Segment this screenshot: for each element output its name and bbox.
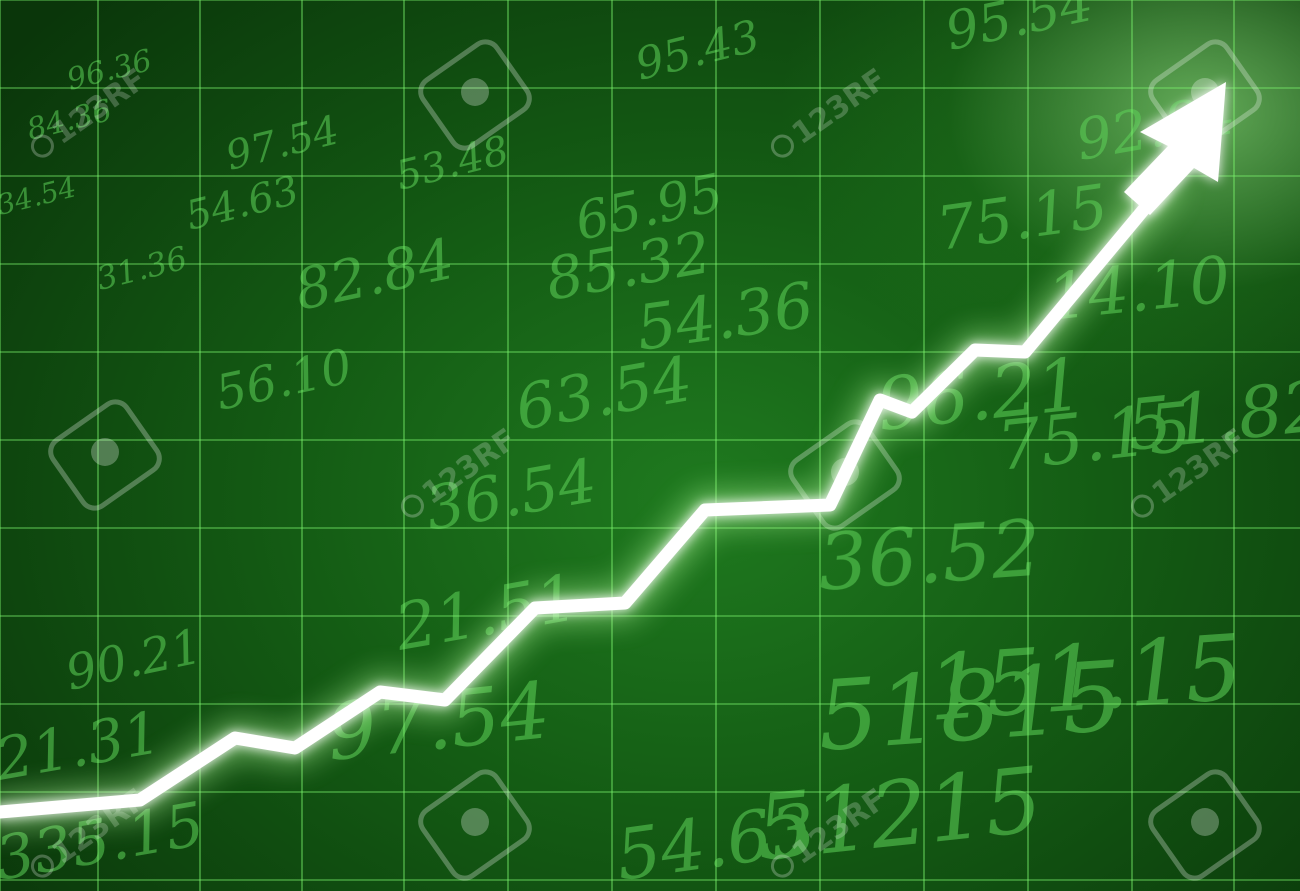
background-number: 51815: [814, 640, 1126, 773]
background-number: 36.52: [815, 504, 1044, 609]
trend-arrow: [0, 82, 1226, 831]
camera-pin-icon: [770, 854, 794, 878]
camera-pin-icon: [48, 399, 162, 511]
background-number: 90.21: [61, 618, 207, 701]
background-number: 51215: [751, 748, 1047, 882]
camera-pin-icon: [1130, 494, 1154, 518]
camera-pin-icon: [770, 134, 794, 158]
camera-pin-icon: [418, 39, 532, 151]
camera-pin-icon: [400, 494, 424, 518]
background-number: 151.15: [924, 615, 1245, 742]
camera-pin-icon: [1148, 769, 1262, 881]
background-number: 95.43: [630, 11, 765, 91]
camera-pin-icon: [30, 854, 54, 878]
background-number: 82.84: [289, 227, 459, 324]
background-number: 95.54: [940, 0, 1098, 63]
background-number: 34.54: [0, 170, 79, 221]
background-number: 51.82: [1123, 364, 1300, 466]
camera-pin-icon: [30, 134, 54, 158]
up-arrow-icon: [1124, 82, 1226, 215]
background-number: 63.54: [510, 342, 697, 445]
background-number: 31.36: [93, 239, 191, 298]
background-number: 56.10: [211, 338, 357, 421]
camera-pin-icon: [418, 769, 532, 881]
trend-arrow-line: [0, 183, 1167, 819]
watermark-text: 123RF: [786, 62, 893, 152]
watermark-123rf: 123RF: [770, 62, 893, 158]
